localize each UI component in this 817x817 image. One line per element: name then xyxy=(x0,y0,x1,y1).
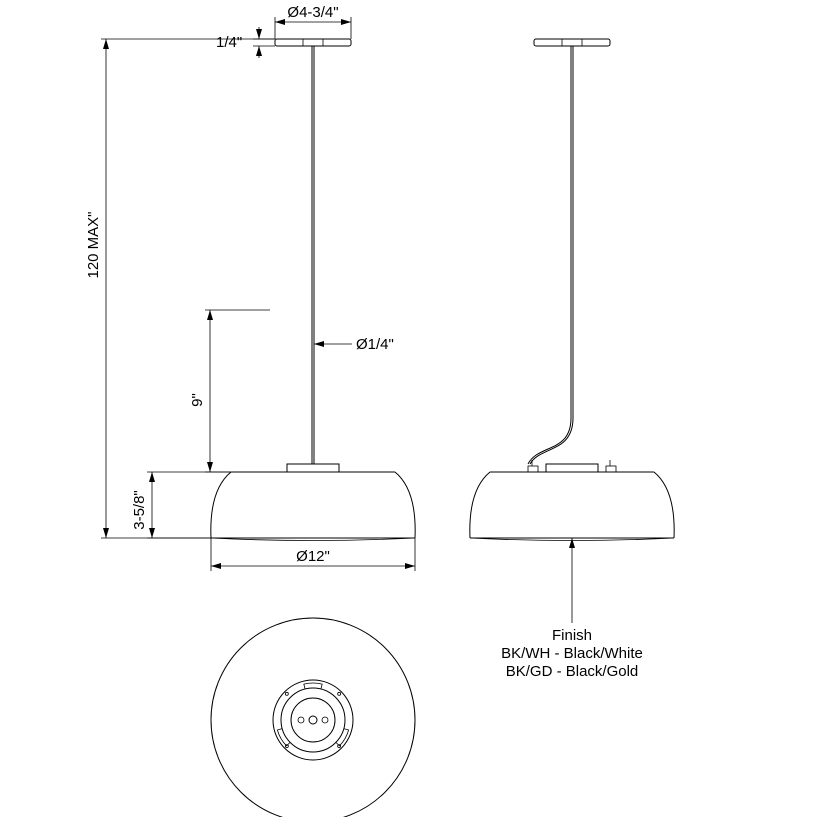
finish-line1: BK/WH - Black/White xyxy=(501,645,643,662)
finish-line2: BK/GD - Black/Gold xyxy=(506,663,639,680)
dim-canopy-dia: Ø4-3/4" xyxy=(287,4,338,21)
dim-stem-dia: Ø1/4" xyxy=(356,336,394,353)
finish-title: Finish xyxy=(552,627,592,644)
dim-canopy-h: 1/4" xyxy=(216,34,242,51)
dim-short-drop: 9" xyxy=(189,393,206,407)
dim-shade-h: 3-5/8" xyxy=(131,490,148,530)
dim-overall-h: 120 MAX" xyxy=(85,211,102,278)
dim-shade-dia: Ø12" xyxy=(296,548,330,565)
